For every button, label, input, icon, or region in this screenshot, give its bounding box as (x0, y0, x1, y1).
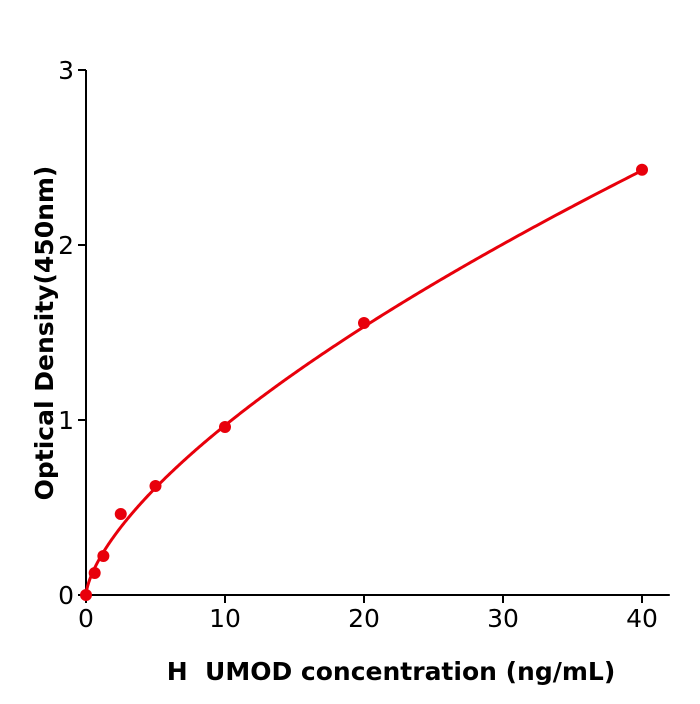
x-axis-label: H UMOD concentration (ng/mL) (167, 657, 616, 686)
y-axis-label: Optical Density(450nm) (30, 166, 59, 501)
y-tick-label: 2 (58, 231, 74, 260)
data-point (219, 421, 231, 433)
data-point (149, 479, 162, 492)
data-point (636, 163, 648, 176)
x-tick-label: 20 (348, 604, 380, 633)
data-point (88, 566, 101, 579)
x-tick-label: 0 (78, 604, 94, 633)
data-point (80, 589, 92, 601)
y-tick-label: 3 (58, 56, 74, 85)
x-tick-label: 30 (487, 604, 519, 633)
axes: 0 10 20 30 40 0 1 2 3 (58, 56, 670, 633)
data-point (97, 549, 110, 562)
y-tick-label: 0 (58, 581, 74, 610)
data-point (358, 317, 370, 330)
y-tick-label: 1 (58, 406, 74, 435)
data-points (80, 163, 648, 601)
x-tick-label: 40 (626, 604, 658, 633)
fit-curve (84, 169, 643, 595)
data-point (114, 507, 127, 520)
x-tick-label: 10 (209, 604, 241, 633)
